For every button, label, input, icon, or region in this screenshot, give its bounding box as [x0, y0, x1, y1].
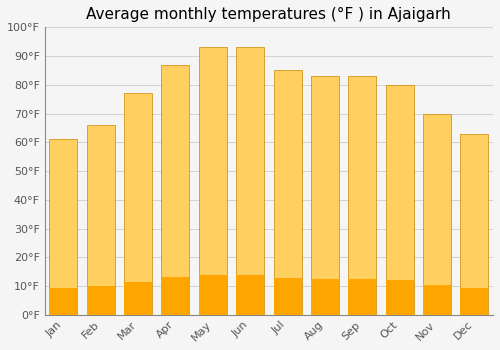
Bar — [311, 76, 339, 315]
Bar — [199, 47, 227, 315]
Bar — [50, 139, 78, 315]
Bar — [86, 286, 115, 315]
Bar — [386, 85, 413, 315]
Bar — [124, 93, 152, 315]
Bar — [86, 125, 115, 315]
Bar — [236, 47, 264, 315]
Bar — [423, 113, 451, 315]
Bar — [348, 76, 376, 315]
Bar — [311, 279, 339, 315]
Bar — [236, 275, 264, 315]
Bar — [460, 134, 488, 315]
Bar — [423, 285, 451, 315]
Title: Average monthly temperatures (°F ) in Ajaigarh: Average monthly temperatures (°F ) in Aj… — [86, 7, 451, 22]
Bar — [274, 70, 301, 315]
Bar — [386, 280, 413, 315]
Bar — [162, 65, 190, 315]
Bar — [162, 277, 190, 315]
Bar — [460, 288, 488, 315]
Bar — [274, 278, 301, 315]
Bar — [199, 275, 227, 315]
Bar — [124, 281, 152, 315]
Bar — [348, 279, 376, 315]
Bar — [50, 288, 78, 315]
